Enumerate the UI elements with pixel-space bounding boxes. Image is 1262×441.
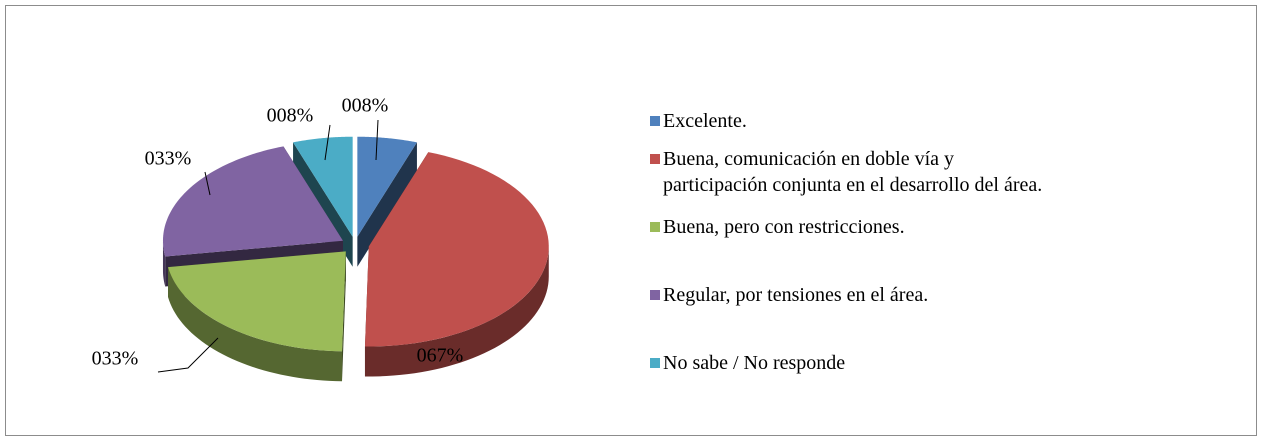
legend-swatch xyxy=(650,154,660,164)
data-label: 067% xyxy=(417,345,464,367)
slice xyxy=(293,136,353,237)
data-label: 008% xyxy=(267,105,314,127)
legend-swatch xyxy=(650,222,660,232)
slice-side xyxy=(168,267,343,382)
legend-label: Excelente. xyxy=(663,110,747,132)
legend-label: Buena, comunicación en doble vía y parti… xyxy=(663,148,1043,196)
leader-line xyxy=(375,119,379,161)
legend-swatch xyxy=(650,116,660,126)
legend-label: Buena, pero con restricciones. xyxy=(663,216,905,238)
legend-label: No sabe / No responde xyxy=(663,352,846,374)
legend-item: No sabe / No responde xyxy=(650,350,845,376)
frame xyxy=(5,5,1257,436)
slice xyxy=(364,152,549,347)
legend-swatch xyxy=(650,358,660,368)
slice-side xyxy=(162,240,166,287)
slice-edge-wall xyxy=(357,142,417,267)
leader-line xyxy=(204,171,211,196)
legend-item: Regular, por tensiones en el área. xyxy=(650,282,928,308)
data-label: 033% xyxy=(145,148,192,170)
slice-edge-wall xyxy=(342,251,346,382)
slice xyxy=(357,136,417,237)
legend-item: Excelente. xyxy=(650,108,747,134)
legend-item: Buena, comunicación en doble vía y parti… xyxy=(650,146,1042,198)
slice-tops xyxy=(162,136,549,352)
slice-side xyxy=(364,246,549,377)
slice xyxy=(162,146,343,257)
slice xyxy=(168,251,346,352)
legend-swatch xyxy=(650,290,660,300)
legend-item: Buena, pero con restricciones. xyxy=(650,214,905,240)
data-label: 033% xyxy=(92,348,139,370)
leader-line xyxy=(324,124,331,161)
legend-label: Regular, por tensiones en el área. xyxy=(663,284,929,306)
data-label: 008% xyxy=(342,95,389,117)
leader-line xyxy=(157,337,219,373)
